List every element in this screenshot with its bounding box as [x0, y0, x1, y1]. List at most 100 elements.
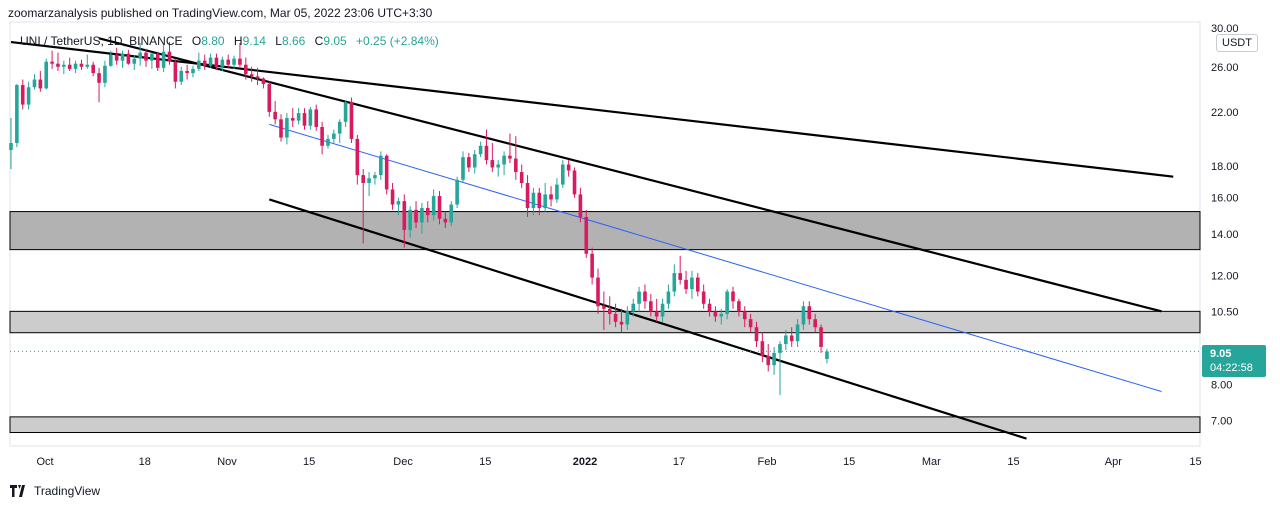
candle	[508, 133, 512, 163]
open-label: O	[191, 34, 202, 48]
candle-body	[244, 64, 248, 75]
candle	[631, 298, 636, 317]
candle	[461, 151, 465, 183]
last-price-tag: 9.05 04:22:58	[1202, 345, 1266, 377]
candle-body	[695, 277, 700, 292]
candle-body	[150, 53, 154, 61]
candle-body	[126, 53, 131, 64]
y-tick-label: 10.50	[1211, 306, 1239, 318]
candle-body	[290, 118, 295, 121]
candle-body	[302, 113, 307, 126]
candle	[572, 167, 577, 198]
candle	[179, 66, 184, 86]
candle-body	[531, 192, 536, 209]
candle-body	[26, 87, 31, 105]
candle-body	[672, 273, 677, 292]
candle	[425, 201, 430, 223]
candle	[566, 160, 571, 177]
candle	[795, 319, 800, 347]
candle-body	[737, 301, 741, 312]
candle	[273, 101, 277, 125]
candle	[654, 298, 659, 322]
x-tick-label: 2022	[573, 456, 597, 468]
candle	[120, 50, 125, 68]
candle-body	[367, 178, 371, 183]
open-value: 8.80	[201, 34, 225, 48]
candle	[67, 57, 72, 71]
candle	[590, 247, 594, 285]
candle	[701, 284, 706, 309]
candle-body	[396, 201, 401, 205]
candle	[484, 129, 489, 165]
candle	[337, 119, 342, 144]
candle	[719, 308, 724, 325]
candle	[32, 74, 37, 90]
publisher-line: zoomarzanalysis published on TradingView…	[8, 6, 433, 20]
candle-body	[660, 303, 665, 317]
candle	[343, 99, 348, 127]
candle-body	[103, 65, 107, 83]
candle	[302, 108, 307, 130]
candle	[742, 306, 747, 328]
y-tick-label: 16.00	[1211, 193, 1239, 205]
candle-body	[155, 53, 160, 68]
candle-body	[232, 58, 236, 65]
candle	[97, 67, 101, 103]
candle	[232, 55, 236, 69]
candle	[437, 191, 442, 225]
footer-brand[interactable]: TradingView	[10, 484, 100, 498]
candle-body	[138, 52, 142, 59]
candle-body	[678, 273, 682, 280]
x-tick-label: Dec	[393, 456, 413, 468]
candle-body	[132, 58, 137, 64]
candle-body	[637, 291, 641, 304]
candle-body	[185, 70, 189, 74]
candle-body	[461, 157, 465, 180]
candle-body	[50, 61, 54, 64]
candle	[155, 51, 160, 71]
candle-body	[602, 306, 606, 309]
candle-body	[472, 154, 477, 168]
candle-body	[725, 291, 729, 314]
candle-body	[484, 145, 489, 161]
candle	[725, 289, 729, 320]
candle-body	[654, 311, 659, 317]
candle	[320, 121, 324, 155]
candle-body	[408, 209, 412, 230]
candle	[144, 48, 148, 67]
candle	[103, 60, 107, 88]
candle-body	[607, 308, 612, 314]
candle	[731, 286, 735, 309]
x-tick-label: 18	[139, 456, 151, 468]
candle	[332, 129, 336, 144]
close-label: C	[314, 34, 324, 48]
candle	[801, 301, 806, 330]
candle	[602, 291, 606, 330]
candle-body	[431, 196, 436, 216]
high-value: 9.14	[242, 34, 266, 48]
candle	[214, 53, 219, 70]
candle-body	[108, 54, 113, 66]
candle	[150, 52, 154, 69]
candles	[9, 42, 829, 395]
candle	[784, 329, 788, 350]
candle-body	[742, 311, 747, 320]
candle-body	[308, 109, 313, 126]
candle-body	[625, 311, 630, 325]
candle	[478, 141, 483, 158]
candle-body	[420, 208, 424, 223]
candle	[91, 61, 95, 77]
candle-body	[91, 64, 95, 74]
candle-body	[73, 63, 78, 69]
x-tick-label: Apr	[1105, 456, 1122, 468]
candle	[525, 175, 530, 217]
candle-body	[267, 83, 272, 112]
y-tick-label: 18.00	[1211, 161, 1239, 173]
candle	[191, 65, 195, 78]
candle-body	[537, 192, 542, 209]
currency-selector[interactable]: USDT	[1216, 34, 1258, 52]
candle-body	[279, 119, 283, 138]
candle-body	[214, 57, 219, 67]
candle-body	[443, 218, 448, 223]
